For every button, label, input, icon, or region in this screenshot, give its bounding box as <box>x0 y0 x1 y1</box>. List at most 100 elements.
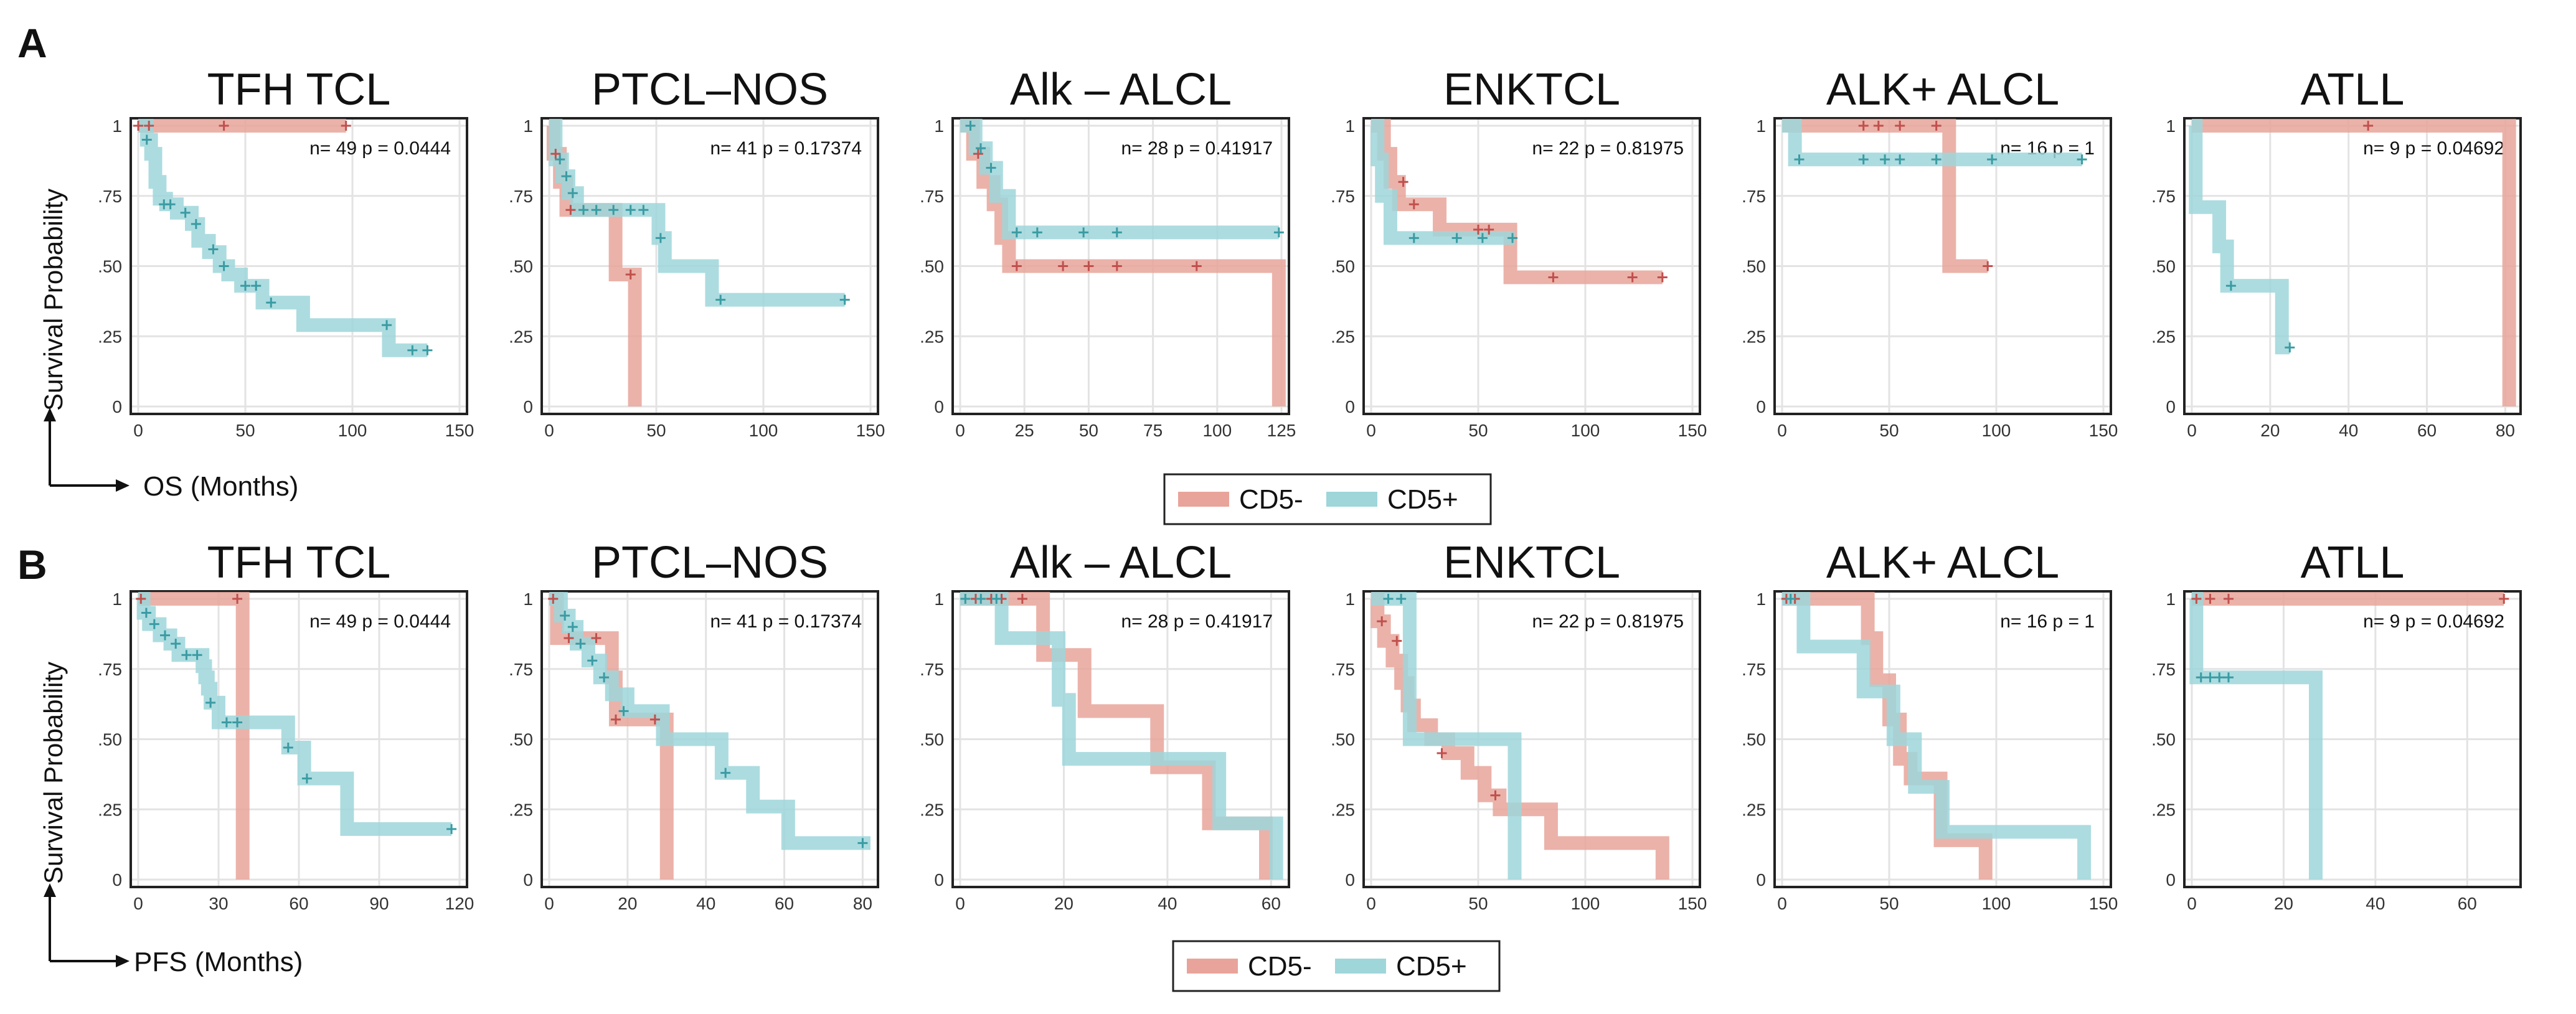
censor-mark <box>144 121 154 131</box>
y-tick-label: .75 <box>2151 660 2176 679</box>
x-tick-label: 0 <box>2187 421 2197 440</box>
stat-annotation: n= 28 p = 0.41917 <box>1121 611 1273 632</box>
censor-mark <box>1895 154 1905 165</box>
censor-mark <box>1490 790 1501 800</box>
censor-mark <box>301 773 312 784</box>
censor-mark <box>649 714 660 725</box>
y-tick-label: .75 <box>1331 660 1355 679</box>
y-tick-label: .75 <box>98 660 122 679</box>
censor-mark <box>976 594 986 604</box>
y-tick-label: .50 <box>920 730 944 749</box>
x-tick-label: 100 <box>1982 421 2011 440</box>
km-panel: ENKTCL n= 22 p = 0.81975 0 .25 .50 .75 1 0 50 100… <box>1331 538 1707 913</box>
x-tick-label: 0 <box>133 894 143 913</box>
y-tick-label: 0 <box>1345 397 1355 416</box>
y-tick-label: 0 <box>1345 870 1355 890</box>
censor-mark <box>221 717 232 728</box>
km-panel: TFH TCL n= 49 p = 0.0444 0 .25 .50 .75 1 0 30 60 9… <box>98 538 474 913</box>
panel-label-a: A <box>17 20 47 66</box>
y-tick-label: 0 <box>1756 870 1766 890</box>
censor-mark <box>141 608 151 618</box>
panel-frame <box>1362 590 1701 888</box>
censor-mark <box>591 633 602 644</box>
x-tick-label: 100 <box>1202 421 1232 440</box>
x-tick-label: 0 <box>955 421 965 440</box>
stat-annotation: n= 9 p = 0.04692 <box>2363 611 2504 632</box>
censor-mark <box>266 298 276 308</box>
censor-mark <box>205 697 216 708</box>
x-tick-label: 75 <box>1143 421 1163 440</box>
y-tick-label: .75 <box>509 660 533 679</box>
censor-mark <box>1858 154 1869 165</box>
panel-label-b: B <box>17 542 47 588</box>
km-panel: ATLL n= 9 p = 0.04692 0 .25 .50 .75 1 0 20 40 60 80 <box>2151 65 2522 440</box>
km-panel: ATLL n= 9 p = 0.04692 0 .25 .50 .75 1 0 20 40 60 <box>2151 538 2522 913</box>
y-tick-label: 1 <box>934 116 944 136</box>
panel-frame <box>1773 117 2112 415</box>
censor-mark <box>2363 121 2374 131</box>
censor-mark <box>1873 121 1884 131</box>
legend-swatch-cd5-neg <box>1187 959 1238 974</box>
censor-mark <box>160 630 170 641</box>
censor-mark <box>567 188 578 199</box>
censor-mark <box>587 655 598 666</box>
stat-annotation: n= 28 p = 0.41917 <box>1121 138 1273 159</box>
censor-mark <box>1437 748 1447 759</box>
x-tick-label: 40 <box>696 894 715 913</box>
censor-mark <box>1880 154 1890 165</box>
panel-frame <box>540 117 879 415</box>
censor-mark <box>1987 154 1998 165</box>
km-panel: ALK+ ALCL n= 16 p = 1 0 .25 .50 .75 1 0 50 100 150 <box>1742 538 2118 913</box>
censor-mark <box>1078 227 1089 238</box>
x-tick-label: 100 <box>749 421 778 440</box>
censor-mark <box>171 639 181 649</box>
censor-mark <box>973 149 983 159</box>
censor-mark <box>655 233 666 243</box>
y-tick-label: 1 <box>112 116 122 136</box>
y-tick-label: .25 <box>509 327 533 346</box>
y-tick-label: .25 <box>2151 327 2176 346</box>
y-tick-label: 1 <box>934 589 944 609</box>
x-tick-label: 60 <box>2417 421 2437 440</box>
y-tick-label: 0 <box>2166 870 2176 890</box>
censor-mark <box>219 121 229 131</box>
km-curve-cd5-pos <box>136 592 452 836</box>
censor-mark <box>720 768 731 778</box>
censor-mark <box>149 619 159 629</box>
censor-mark <box>208 244 219 255</box>
censor-mark <box>610 714 621 725</box>
censor-mark <box>1408 199 1419 210</box>
panel-title: Alk – ALCL <box>1010 538 1232 588</box>
censor-mark <box>839 294 850 305</box>
km-curve-cd5-neg <box>2192 119 2516 406</box>
censor-mark <box>1484 224 1494 235</box>
x-tick-label: 60 <box>1262 894 1281 913</box>
censor-mark <box>1627 272 1638 283</box>
x-tick-label: 150 <box>856 421 885 440</box>
x-tick-label: 0 <box>1777 894 1787 913</box>
x-tick-label: 0 <box>544 421 554 440</box>
x-tick-label: 0 <box>1777 421 1787 440</box>
km-panel: PTCL–NOS n= 41 p = 0.17374 0 .25 .50 .75 1 0 50 1… <box>509 65 885 440</box>
censor-mark <box>1657 272 1668 283</box>
panel-frame <box>130 590 468 888</box>
panel-title: PTCL–NOS <box>592 538 828 588</box>
censor-mark <box>1983 261 1993 271</box>
censor-mark <box>960 594 971 604</box>
y-tick-label: 0 <box>112 397 122 416</box>
stat-annotation: n= 41 p = 0.17374 <box>710 138 862 159</box>
censor-mark <box>560 611 570 621</box>
y-tick-label: 1 <box>1756 116 1766 136</box>
censor-mark <box>1396 594 1407 604</box>
y-tick-label: 0 <box>2166 397 2176 416</box>
censor-mark <box>1858 121 1869 131</box>
censor-mark <box>2205 672 2215 683</box>
x-tick-label: 150 <box>445 421 474 440</box>
x-tick-label: 90 <box>369 894 389 913</box>
panel-title: ALK+ ALCL <box>1826 538 2059 588</box>
y-tick-label: .50 <box>98 257 122 276</box>
y-tick-label: .50 <box>1742 730 1766 749</box>
x-tick-label: 60 <box>289 894 308 913</box>
y-tick-label: .75 <box>1742 660 1766 679</box>
y-tick-label: 1 <box>1345 589 1355 609</box>
